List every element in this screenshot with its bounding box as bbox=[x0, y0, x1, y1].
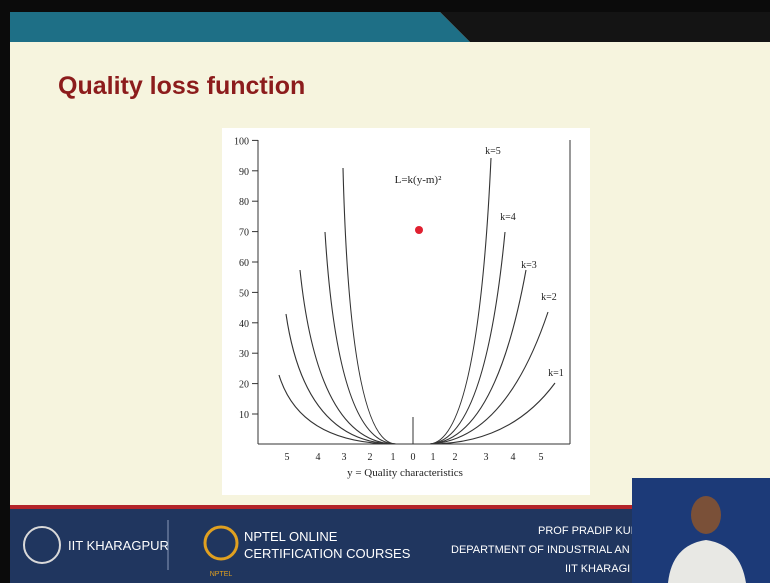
y-tick-label: 40 bbox=[239, 319, 249, 330]
department: DEPARTMENT OF INDUSTRIAL AN bbox=[451, 544, 630, 556]
curve-label: k=3 bbox=[521, 260, 537, 271]
speaker-name: PROF PRADIP KUN bbox=[538, 525, 639, 537]
x-tick-label: 1 bbox=[431, 452, 436, 463]
x-tick-label: 5 bbox=[285, 452, 290, 463]
speaker-video bbox=[632, 478, 770, 583]
x-tick-label: 3 bbox=[342, 452, 347, 463]
y-tick-label: 30 bbox=[239, 349, 249, 360]
curve-label: k=2 bbox=[541, 292, 557, 303]
x-tick-label: 0 bbox=[411, 452, 416, 463]
nptel-line-2: CERTIFICATION COURSES bbox=[244, 546, 411, 561]
x-tick-label: 4 bbox=[316, 452, 321, 463]
slide-title: Quality loss function bbox=[58, 72, 305, 100]
figure: L=k(y-m)² y = Quality characteristics 10… bbox=[222, 128, 590, 495]
x-tick-label: 3 bbox=[484, 452, 489, 463]
y-tick-label: 50 bbox=[239, 288, 249, 299]
slide: Quality loss function L=k(y-m)² y = Qual… bbox=[0, 0, 770, 583]
x-axis-label: y = Quality characteristics bbox=[347, 467, 463, 479]
equation: L=k(y-m)² bbox=[395, 174, 442, 186]
y-tick-label: 90 bbox=[239, 167, 249, 178]
y-tick-label: 60 bbox=[239, 258, 249, 269]
y-tick-label: 100 bbox=[234, 136, 249, 147]
x-tick-label: 5 bbox=[539, 452, 544, 463]
curve-label: k=4 bbox=[500, 212, 516, 223]
curve-label: k=1 bbox=[548, 368, 564, 379]
x-tick-label: 2 bbox=[368, 452, 373, 463]
institute-name: IIT KHARAGPUR bbox=[68, 538, 169, 553]
y-tick-label: 80 bbox=[239, 197, 249, 208]
x-tick-label: 2 bbox=[453, 452, 458, 463]
x-tick-label: 4 bbox=[511, 452, 516, 463]
curve-label: k=5 bbox=[485, 146, 501, 157]
y-tick-label: 70 bbox=[239, 228, 249, 239]
top-bar-dark bbox=[440, 12, 770, 42]
speaker-institute: IIT KHARAGI bbox=[565, 563, 630, 575]
speaker-head bbox=[691, 496, 721, 534]
nptel-line-1: NPTEL ONLINE bbox=[244, 529, 338, 544]
pointer-dot bbox=[415, 226, 423, 234]
nptel-small: NPTEL bbox=[210, 571, 233, 578]
y-tick-label: 10 bbox=[239, 410, 249, 421]
x-tick-label: 1 bbox=[391, 452, 396, 463]
page: Quality loss function L=k(y-m)² y = Qual… bbox=[0, 0, 770, 583]
top-bar-teal bbox=[10, 12, 470, 42]
y-tick-label: 20 bbox=[239, 380, 249, 391]
